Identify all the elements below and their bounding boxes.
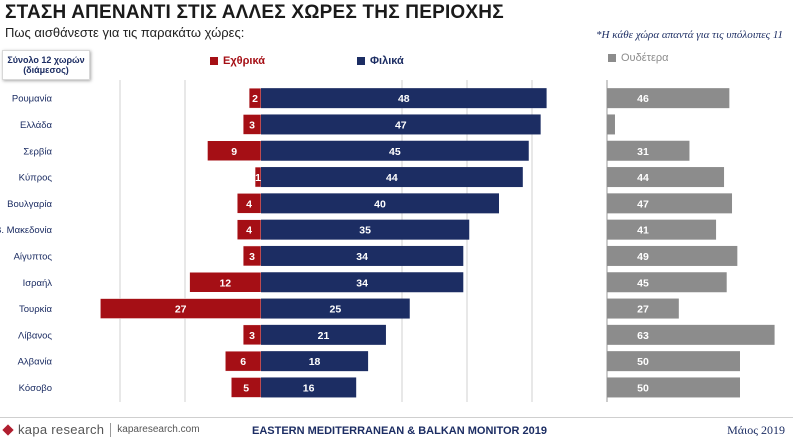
footnote: *Η κάθε χώρα απαντά για τις υπόλοιπες 11 [596,29,783,41]
data-label-friendly: 45 [389,146,401,158]
bar-neutral [607,140,690,161]
data-label-neutral: 31 [637,146,649,158]
bar-neutral [607,114,615,135]
bar-friendly [261,324,386,345]
legend-neutral: Ουδέτερα [608,52,668,64]
legend-neutral-swatch [608,54,616,62]
legend-friendly: Φιλικά [357,55,404,67]
data-label-neutral: 50 [637,356,649,368]
data-label-neutral: 27 [637,304,649,316]
category-label: Ισραήλ [23,278,53,289]
data-label-hostile: 4 [246,225,252,237]
legend-hostile-label: Εχθρικά [223,55,266,67]
category-label: Βουλγαρία [7,199,52,210]
legend-friendly-swatch [357,57,365,65]
data-label-hostile: 3 [249,251,255,263]
data-label-hostile: 3 [249,119,255,131]
data-label-friendly: 47 [395,119,407,131]
page-subtitle: Πως αισθάνεστε για τις παρακάτω χώρες: [5,25,245,40]
brand-logo: kapa research kaparesearch.com [2,422,200,437]
bar-neutral [607,167,725,188]
data-label-friendly: 16 [303,382,315,394]
category-label: Ελλάδα [20,120,52,131]
base-label-line1: Σύνολο 12 χωρών [7,55,85,65]
data-label-neutral: 50 [637,382,649,394]
bar-neutral [607,272,727,293]
data-label-neutral: 3 [640,119,646,131]
data-label-neutral: 45 [637,277,649,289]
data-label-neutral: 41 [637,225,649,237]
legend-neutral-label: Ουδέτερα [621,52,669,64]
category-label: Β. Μακεδονία [0,225,53,236]
data-label-hostile: 1 [255,172,261,184]
bar-neutral [607,88,730,109]
data-label-friendly: 34 [356,251,368,263]
data-label-friendly: 44 [386,172,398,184]
data-label-friendly: 18 [309,356,321,368]
category-label: Λίβανος [18,330,52,341]
category-label: Σερβία [23,146,52,157]
bar-neutral [607,245,738,266]
logo-diamond-icon [2,423,14,436]
data-label-friendly: 40 [374,198,386,210]
category-label: Αίγυπτος [14,251,53,262]
data-label-friendly: 21 [318,330,330,342]
bar-neutral [607,351,740,372]
category-label: Αλβανία [18,357,53,368]
bar-friendly [261,193,499,214]
base-label-line2: (διάμεσος) [23,65,69,75]
bar-friendly [261,298,410,319]
data-label-friendly: 35 [359,225,371,237]
data-label-neutral: 47 [637,198,649,210]
logo-text: kapa research [18,422,105,437]
page-title: ΣΤΑΣΗ ΑΠΕΝΑΝΤΙ ΣΤΙΣ ΑΛΛΕΣ ΧΩΡΕΣ ΤΗΣ ΠΕΡΙ… [5,2,504,23]
bar-friendly [261,140,529,161]
bar-friendly [261,219,470,240]
bar-neutral [607,193,733,214]
bar-friendly [261,272,464,293]
bar-neutral [607,298,679,319]
bar-friendly [261,377,357,398]
website-url: kaparesearch.com [117,424,200,435]
data-label-hostile: 3 [249,330,255,342]
logo-separator [110,422,112,437]
data-label-hostile: 2 [252,93,258,105]
data-label-hostile: 12 [219,277,231,289]
base-label-box: Σύνολο 12 χωρών (διάμεσος) [2,50,90,80]
footer-divider [0,417,793,418]
category-label: Ρουμανία [12,94,53,105]
data-label-hostile: 6 [240,356,246,368]
legend-friendly-label: Φιλικά [370,55,404,67]
data-label-hostile: 9 [231,146,237,158]
legend-hostile: Εχθρικά [210,55,265,67]
data-label-neutral: 49 [637,251,649,263]
bar-neutral [607,377,740,398]
bar-friendly [261,167,523,188]
data-label-friendly: 25 [330,304,342,316]
report-name: EASTERN MEDITERRANEAN & BALKAN MONITOR 2… [252,425,547,437]
bar-friendly [261,88,547,109]
report-date: Μάιος 2019 [727,423,785,437]
data-label-neutral: 63 [637,330,649,342]
bar-friendly [261,351,369,372]
bar-friendly [261,245,464,266]
data-label-hostile: 4 [246,198,252,210]
data-label-friendly: 48 [398,93,410,105]
legend-hostile-swatch [210,57,218,65]
data-label-neutral: 46 [637,93,649,105]
bar-neutral [607,324,775,345]
category-label: Κόσοβο [19,383,52,394]
data-label-hostile: 5 [243,382,249,394]
data-label-friendly: 34 [356,277,368,289]
data-label-neutral: 44 [637,172,649,184]
bar-friendly [261,114,541,135]
data-label-hostile: 27 [175,304,187,316]
bar-neutral [607,219,717,240]
category-label: Κύπρος [19,173,53,184]
category-label: Τουρκία [19,304,53,315]
